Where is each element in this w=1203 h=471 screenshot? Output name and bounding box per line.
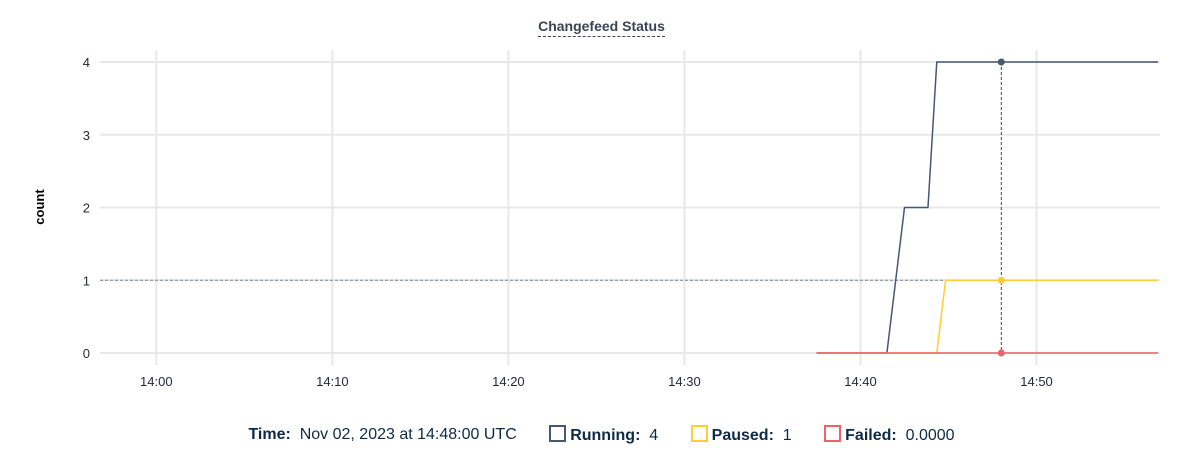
x-tick-label: 14:50 xyxy=(1020,374,1053,389)
hover-point-running xyxy=(997,58,1005,66)
chart-title: Changefeed Status xyxy=(0,18,1203,37)
series-line-paused xyxy=(816,279,1158,354)
paused-swatch xyxy=(690,425,708,442)
y-tick-label: 4 xyxy=(83,55,90,70)
x-tick-label: 14:20 xyxy=(492,374,525,389)
running-swatch xyxy=(549,425,567,442)
hover-point-paused xyxy=(997,276,1005,284)
y-tick-label: 1 xyxy=(83,273,90,288)
y-axis-label: count xyxy=(32,189,47,225)
legend-item-running[interactable]: Running: 4 xyxy=(549,425,658,445)
y-tick-label: 3 xyxy=(83,128,90,143)
x-tick-label: 14:10 xyxy=(316,374,349,389)
legend-item-failed[interactable]: Failed: 0.0000 xyxy=(824,425,955,445)
x-tick-label: 14:00 xyxy=(140,374,173,389)
x-tick-label: 14:30 xyxy=(668,374,701,389)
legend-time: Time: Nov 02, 2023 at 14:48:00 UTC xyxy=(248,426,517,443)
hover-legend: Time: Nov 02, 2023 at 14:48:00 UTC Runni… xyxy=(0,425,1203,445)
y-tick-label: 0 xyxy=(83,346,90,361)
legend-item-paused[interactable]: Paused: 1 xyxy=(690,425,792,445)
hover-point-failed xyxy=(997,349,1005,357)
y-tick-label: 2 xyxy=(83,201,90,216)
line-chart: 14:00 14:10 14:20 14:30 14:40 14:50 0 1 2 3 4 count xyxy=(32,50,1160,389)
x-tick-label: 14:40 xyxy=(844,374,877,389)
failed-swatch xyxy=(824,425,842,442)
